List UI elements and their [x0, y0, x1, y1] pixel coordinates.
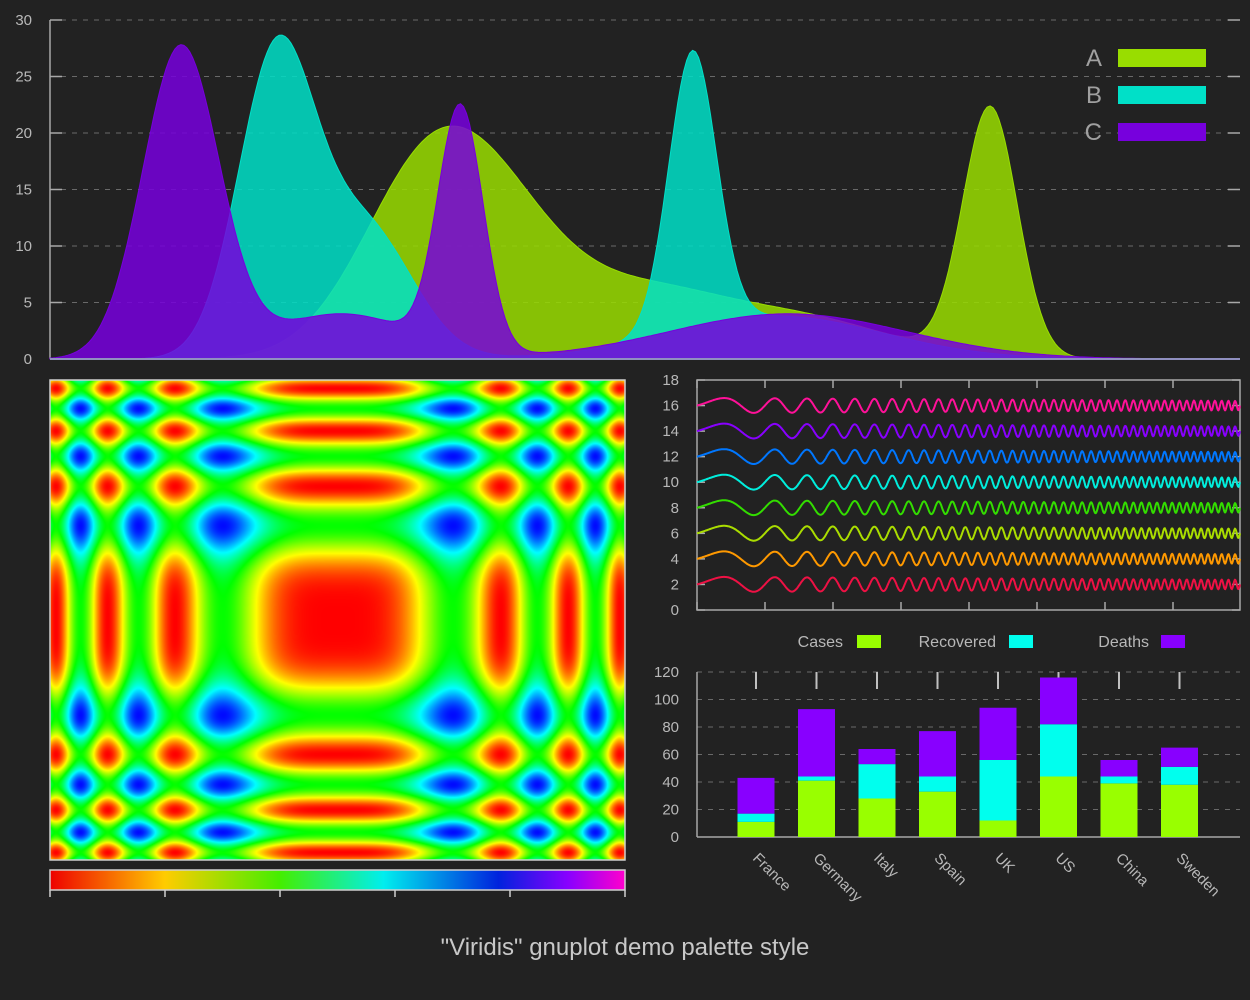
x-tick-label: France: [749, 850, 794, 895]
bar-deaths-france: [737, 777, 775, 814]
bar-cases-germany: [798, 780, 835, 837]
y-tick-label: 0: [671, 829, 679, 846]
y-tick-label: 12: [662, 449, 679, 466]
series-c-area: [49, 44, 1240, 360]
bar-recovered-italy: [858, 764, 896, 799]
y-tick-label: 10: [662, 474, 679, 491]
legend-label-c: C: [1085, 119, 1102, 146]
bar-deaths-china: [1100, 760, 1138, 777]
legend-label-a: A: [1086, 45, 1102, 72]
bar-cases-spain: [919, 791, 956, 837]
x-tick-label: UK: [991, 850, 1018, 877]
legend-swatch-b: [1118, 86, 1206, 104]
bar-deaths-sweden: [1161, 747, 1198, 767]
heatmap-chart: [49, 379, 626, 897]
bar-recovered-china: [1100, 776, 1138, 784]
y-tick-label: 4: [671, 551, 679, 568]
y-tick-label: 20: [662, 802, 679, 819]
colorbar: [49, 869, 626, 891]
y-tick-label: 5: [24, 295, 32, 312]
oscillation-line-8: [696, 397, 1241, 414]
x-tick-label: Italy: [870, 850, 902, 882]
bar-cases-us: [1040, 776, 1077, 837]
bar-cases-italy: [858, 798, 896, 837]
bar-deaths-germany: [798, 709, 835, 777]
legend-swatch-c: [1118, 123, 1206, 141]
oscillation-line-3: [696, 524, 1241, 542]
bar-deaths-us: [1040, 677, 1077, 725]
y-tick-label: 2: [671, 576, 679, 593]
x-tick-label: Spain: [931, 850, 970, 889]
oscillation-line-1: [696, 575, 1241, 593]
bar-deaths-uk: [979, 707, 1017, 760]
y-tick-label: 8: [671, 500, 679, 517]
oscillation-line-6: [696, 448, 1241, 465]
bar-recovered-germany: [798, 776, 835, 781]
x-tick-label: Sweden: [1173, 850, 1223, 900]
y-tick-label: 60: [662, 747, 679, 764]
bar-recovered-sweden: [1161, 766, 1198, 785]
heatmap-border: [49, 379, 626, 861]
y-tick-label: 6: [671, 525, 679, 542]
x-tick-label: Germany: [810, 850, 866, 906]
oscillation-line-4: [696, 499, 1241, 517]
figure-caption: "Viridis" gnuplot demo palette style: [440, 934, 810, 961]
legend-label-deaths: Deaths: [1098, 634, 1149, 651]
y-tick-label: 80: [662, 719, 679, 736]
bar-recovered-france: [737, 813, 775, 822]
bar-cases-uk: [979, 820, 1017, 837]
legend-swatch-deaths: [1161, 635, 1185, 648]
y-tick-label: 0: [671, 602, 679, 619]
plot-frame: [696, 379, 1241, 611]
bar-deaths-italy: [858, 749, 896, 765]
y-tick-label: 25: [15, 69, 32, 86]
bar-deaths-spain: [919, 731, 956, 777]
y-tick-label: 120: [654, 664, 679, 681]
oscillation-line-5: [696, 473, 1241, 491]
y-tick-label: 30: [15, 12, 32, 29]
density-area-chart: 0 5 10 15 20 25 30 ABC: [15, 12, 1240, 368]
legend-swatch-cases: [857, 635, 881, 648]
bar-recovered-spain: [919, 776, 956, 792]
bar-cases-france: [737, 821, 775, 837]
stacked-bar-chart: 0 20 40 60 80 100 120 France Germany Italy Spain UK…: [654, 634, 1240, 906]
x-tick-label: US: [1052, 850, 1079, 877]
oscillation-line-2: [696, 550, 1241, 568]
x-tick-label: China: [1112, 850, 1152, 890]
heatmap-image: [50, 380, 625, 860]
oscillation-line-chart: 0 2 4 6 8 10 12 14 16 18: [662, 372, 1241, 619]
bar-recovered-uk: [979, 760, 1017, 821]
y-tick-label: 40: [662, 774, 679, 791]
y-tick-label: 18: [662, 372, 679, 389]
heatmap-canvas: [50, 380, 625, 860]
y-tick-label: 20: [15, 125, 32, 142]
legend-label-recovered: Recovered: [919, 634, 996, 651]
y-tick-label: 10: [15, 238, 32, 255]
y-tick-label: 0: [24, 351, 32, 368]
bar-cases-sweden: [1161, 784, 1198, 837]
legend-label-b: B: [1086, 82, 1102, 109]
legend-label-cases: Cases: [798, 634, 843, 651]
bar-cases-china: [1100, 783, 1138, 837]
legend-swatch-a: [1118, 49, 1206, 67]
oscillation-line-7: [696, 422, 1241, 440]
y-tick-label: 15: [15, 182, 32, 199]
bar-recovered-us: [1040, 724, 1077, 777]
y-tick-label: 100: [654, 692, 679, 709]
y-tick-label: 16: [662, 398, 679, 415]
y-tick-label: 14: [662, 423, 679, 440]
legend-swatch-recovered: [1009, 635, 1033, 648]
